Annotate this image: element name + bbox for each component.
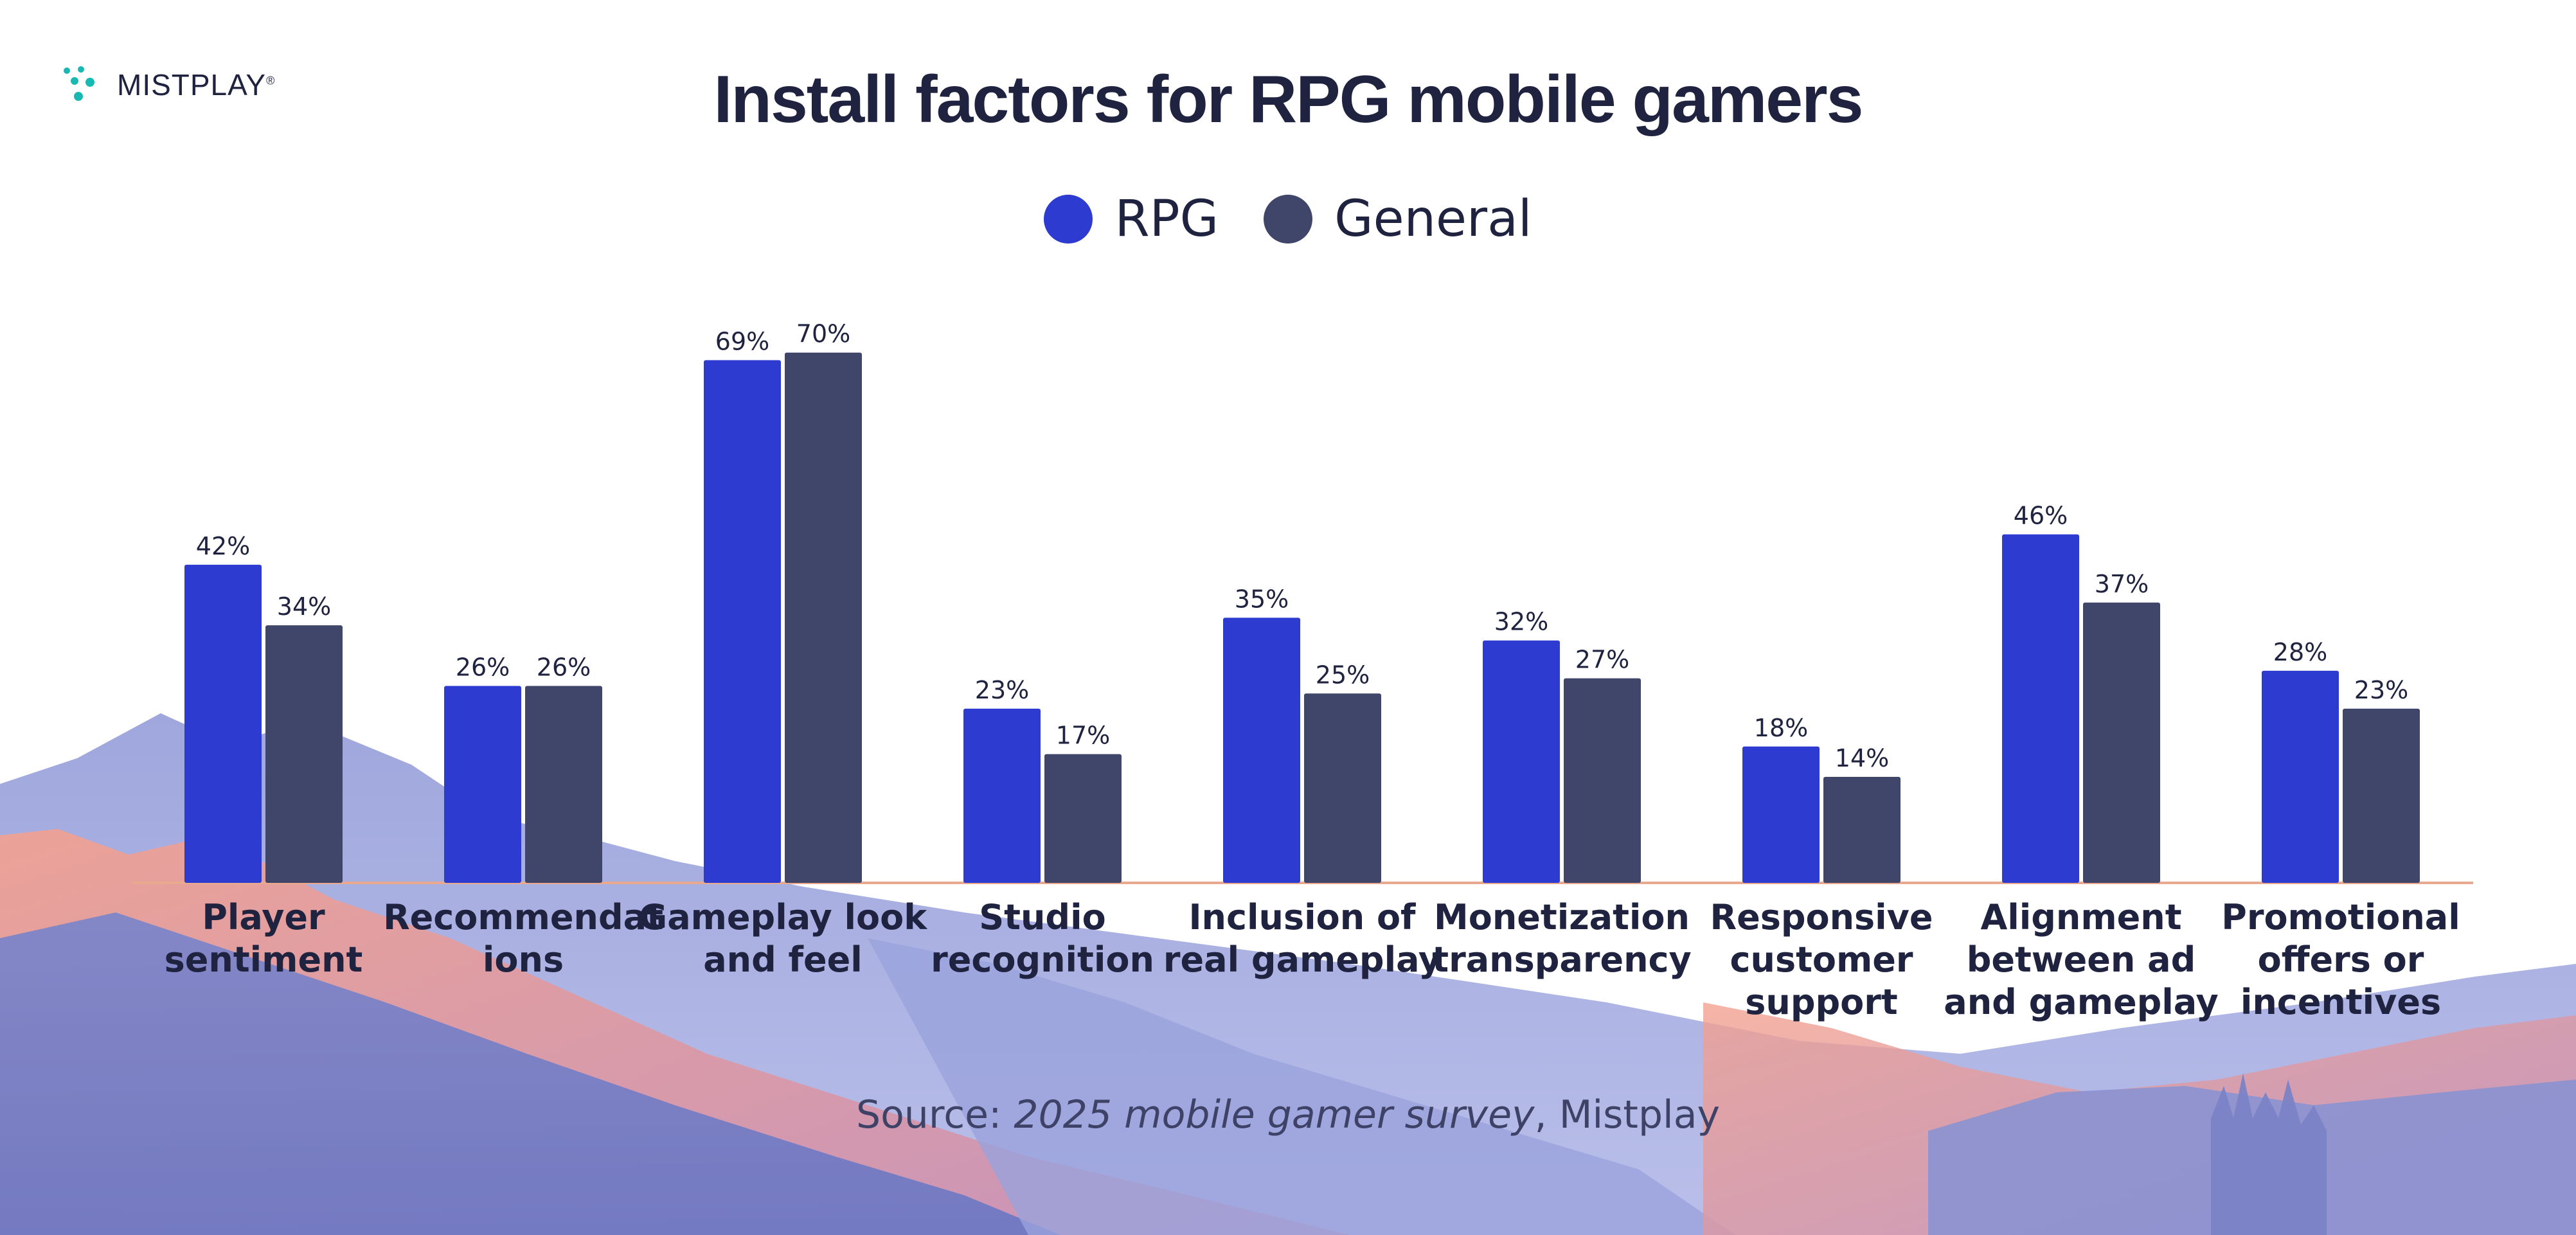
category-label: recognition <box>931 939 1154 980</box>
legend-swatch-general <box>1264 195 1313 244</box>
data-label-rpg: 18% <box>1754 714 1808 742</box>
bar-general <box>2343 708 2420 883</box>
category-label: Promotional <box>2221 897 2460 937</box>
category-label: Monetization <box>1434 897 1690 937</box>
bar-rpg <box>444 686 521 883</box>
category-label: Player <box>202 897 325 937</box>
category-label: Responsive <box>1710 897 1933 937</box>
logo-dot <box>78 66 84 73</box>
category-label: transparency <box>1432 939 1691 980</box>
brand-logo: MISTPLAY® <box>62 64 275 105</box>
data-label-rpg: 42% <box>196 532 250 560</box>
data-label-rpg: 23% <box>975 676 1029 704</box>
bar-general <box>1823 776 1901 883</box>
data-label-general: 34% <box>277 592 331 621</box>
category-label: Gameplay look <box>639 897 927 937</box>
data-label-general: 27% <box>1575 646 1629 674</box>
legend-item-general: General <box>1264 190 1532 248</box>
legend-item-rpg: RPG <box>1044 190 1219 248</box>
data-label-general: 37% <box>2095 570 2149 598</box>
data-label-rpg: 26% <box>456 653 510 681</box>
data-label-general: 70% <box>796 320 850 348</box>
category-label: customer <box>1730 939 1913 980</box>
category-label: Recommendat <box>383 897 663 937</box>
bar-rpg <box>2262 670 2339 883</box>
logo-dot <box>74 92 83 101</box>
data-label-general: 26% <box>537 653 591 681</box>
bar-general <box>2083 602 2160 883</box>
bar-general <box>525 686 602 883</box>
bar-general <box>785 352 862 883</box>
data-label-rpg: 28% <box>2273 638 2327 666</box>
bar-rpg <box>184 564 262 883</box>
legend-label-general: General <box>1334 190 1532 248</box>
category-label: Inclusion of <box>1188 897 1416 937</box>
category-label: Studio <box>979 897 1105 937</box>
bar-general <box>1564 678 1641 883</box>
bar-rpg <box>963 708 1041 883</box>
bar-rpg <box>704 360 781 883</box>
category-label: incentives <box>2241 982 2441 1022</box>
data-label-rpg: 46% <box>2014 502 2068 530</box>
category-label: Alignment <box>1980 897 2181 937</box>
logo-dot <box>64 67 70 74</box>
bar-rpg <box>1742 746 1820 883</box>
bar-general <box>1044 754 1122 883</box>
data-label-general: 23% <box>2354 676 2408 704</box>
category-label: and feel <box>703 939 863 980</box>
legend-label-rpg: RPG <box>1114 190 1219 248</box>
legend-swatch-rpg <box>1044 195 1093 244</box>
bar-rpg <box>2002 534 2079 883</box>
bar-rpg <box>1223 618 1300 883</box>
brand-name: MISTPLAY® <box>117 68 276 102</box>
bar-general <box>265 625 343 883</box>
chart-title: Install factors for RPG mobile gamers <box>713 62 1864 137</box>
bar-general <box>1304 693 1381 883</box>
data-label-general: 25% <box>1316 661 1370 689</box>
category-label: real gameplay <box>1163 939 1441 980</box>
category-label: ions <box>483 939 564 980</box>
category-label: sentiment <box>165 939 363 980</box>
category-label: offers or <box>2258 939 2424 980</box>
logo-dot <box>71 77 78 85</box>
data-label-rpg: 69% <box>715 327 769 355</box>
category-label: and gameplay <box>1944 982 2218 1022</box>
bar-rpg <box>1483 640 1560 883</box>
data-label-rpg: 35% <box>1235 585 1289 613</box>
mistplay-logo-icon <box>64 66 94 101</box>
data-label-general: 14% <box>1835 744 1889 772</box>
category-label: support <box>1745 982 1897 1022</box>
category-label: between ad <box>1967 939 2196 980</box>
data-label-general: 17% <box>1056 722 1110 750</box>
data-label-rpg: 32% <box>1494 608 1548 636</box>
logo-dot <box>85 78 94 87</box>
chart-legend: RPG General <box>0 190 2576 248</box>
source-note: Source: 2025 mobile gamer survey, Mistpl… <box>856 1092 1720 1137</box>
